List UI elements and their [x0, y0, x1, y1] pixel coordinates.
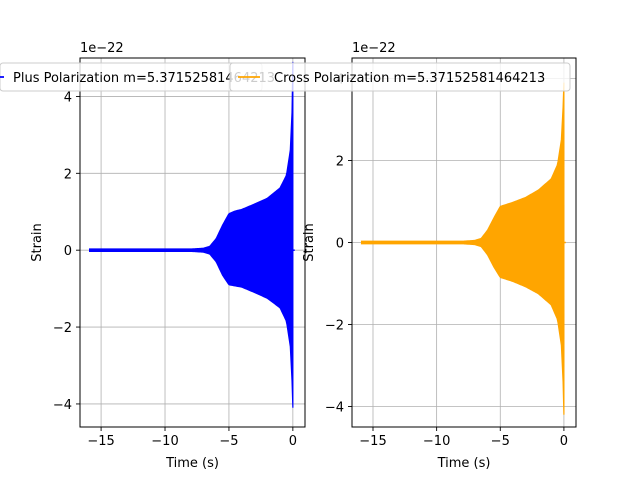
series-1-waveform: [360, 82, 565, 415]
y-tick-label: −4: [325, 401, 344, 416]
y-tick-label: −2: [325, 319, 344, 334]
y-tick-label: 2: [64, 167, 72, 182]
y-offset-text: 1e−22: [352, 41, 396, 56]
legend-1: Plus Polarization m=5.37152581464213: [0, 62, 275, 92]
y-tick-label: 0: [336, 237, 344, 252]
x-tick-label: −5: [491, 434, 510, 449]
x-tick-label: −15: [87, 434, 114, 449]
x-tick-label: 0: [560, 434, 568, 449]
x-tick-label: −10: [151, 434, 178, 449]
chart-1: −15 −10 −5 0 −4 −2 0 2 4 Time (s) Strain 1e−22: [30, 41, 306, 471]
legend-label: Plus Polarization m=5.37152581464213: [13, 71, 275, 86]
y-tick-label: 2: [336, 155, 344, 170]
legend-label: Cross Polarization m=5.37152581464213: [274, 71, 545, 86]
x-tick-label: −15: [359, 434, 386, 449]
y-axis-label: Strain: [302, 223, 317, 262]
axes-frame: [79, 57, 306, 428]
x-axis-label: Time (s): [165, 456, 219, 471]
legend-2: Cross Polarization m=5.37152581464213: [229, 62, 571, 92]
y-tick-label: 4: [64, 90, 72, 105]
x-tick-label: 0: [289, 434, 297, 449]
y-offset-text: 1e−22: [80, 41, 124, 56]
x-axis-label: Time (s): [437, 456, 491, 471]
x-tick-label: −5: [219, 434, 238, 449]
legend-box: [229, 62, 571, 92]
y-tick-label: −4: [53, 398, 72, 413]
y-tick-label: 0: [64, 244, 72, 259]
y-tick-label: −2: [53, 321, 72, 336]
series-1-waveform: [88, 61, 294, 408]
x-tick-label: −10: [423, 434, 450, 449]
y-axis-label: Strain: [30, 223, 45, 262]
